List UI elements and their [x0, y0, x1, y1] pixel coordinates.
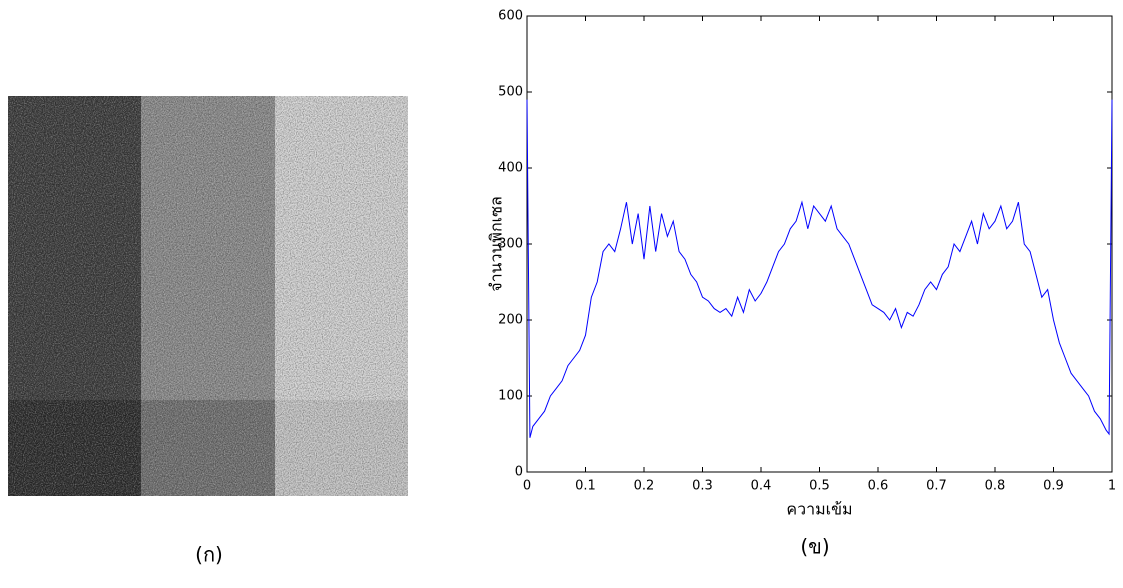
plot: 0 100 200 300 400 500 600 0 0.1 0.2 0.3 0.4 0.5 0.6 0.… [487, 9, 1117, 519]
x-tick-label: 0.9 [1043, 479, 1064, 494]
x-tick-label: 0.3 [692, 479, 713, 494]
y-tick-label: 400 [498, 161, 523, 176]
x-tick-label: 0.7 [926, 479, 947, 494]
x-tick-label: 1 [1108, 479, 1116, 494]
x-axis-label: ความเข้ม [786, 500, 852, 519]
y-axis-label: จำนวนพิกเซล [487, 196, 506, 292]
x-tick-label: 0.4 [751, 479, 772, 494]
x-tick-label: 0.1 [575, 479, 596, 494]
y-tick-label: 200 [498, 313, 523, 328]
y-tick-label: 300 [498, 237, 523, 252]
x-tick-label: 0 [523, 479, 531, 494]
x-tick-label: 0.5 [809, 479, 830, 494]
x-tick-label: 0.8 [985, 479, 1006, 494]
noisy-image [8, 96, 408, 496]
y-tick-label: 0 [515, 465, 523, 480]
caption: (ก) [195, 543, 223, 567]
y-tick-label: 500 [498, 85, 523, 100]
data-line [526, 99, 1113, 438]
y-tick-label: 100 [498, 389, 523, 404]
x-tick-label: 0.2 [634, 479, 655, 494]
caption: (ข) [800, 535, 829, 559]
y-tick-label: 600 [498, 9, 523, 24]
x-tick-label: 0.6 [868, 479, 889, 494]
